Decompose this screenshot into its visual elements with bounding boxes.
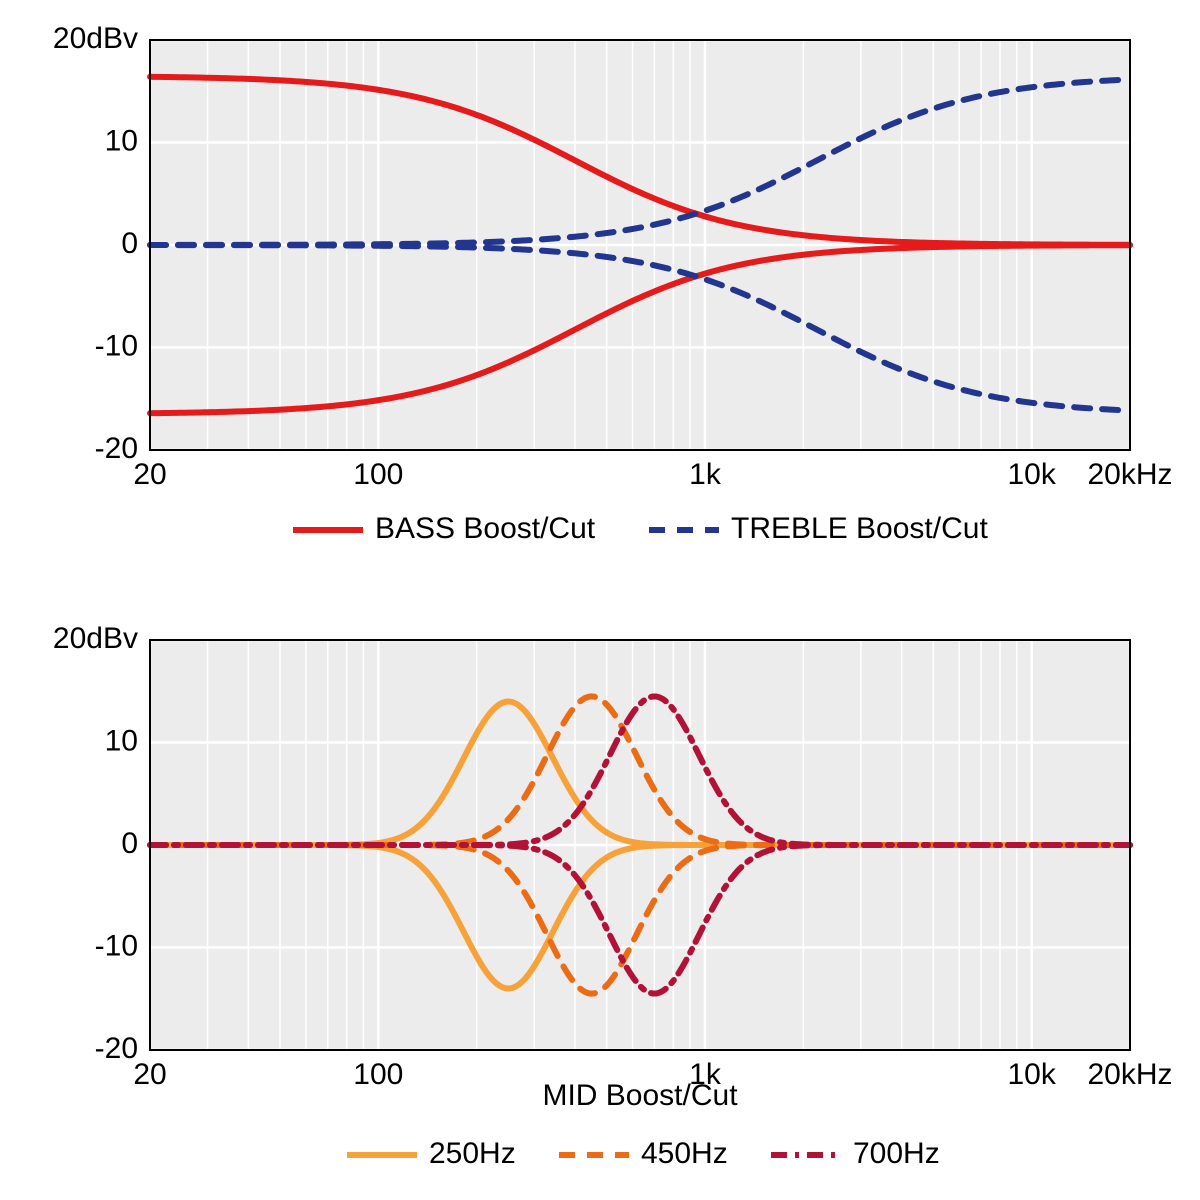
y-tick-label: -10 (95, 929, 138, 962)
x-tick-label: 10k (1007, 458, 1056, 491)
page: -20-1001020dBv201001k10k20kHzBASS Boost/… (0, 0, 1200, 1200)
y-tick-label: -20 (95, 1032, 138, 1065)
legend-label-bass: BASS Boost/Cut (375, 512, 596, 545)
x-tick-label: 20kHz (1087, 1058, 1172, 1091)
x-tick-label: 1k (689, 458, 722, 491)
legend: BASS Boost/Cut TREBLE Boost/Cut (293, 512, 988, 545)
y-tick-label: 0 (121, 227, 138, 260)
legend-label-mid450: 450Hz (641, 1137, 728, 1170)
x-tick-label: 10k (1007, 1058, 1056, 1091)
y-tick-label: 20dBv (53, 622, 138, 655)
chart-group: -20-1001020dBv201001k10k20kHz (53, 622, 1173, 1091)
x-tick-label: 20kHz (1087, 458, 1172, 491)
y-tick-label: 10 (105, 124, 138, 157)
legend-label-mid700: 700Hz (853, 1137, 940, 1170)
chart-subtitle: MID Boost/Cut (542, 1079, 738, 1112)
legend: 250Hz 450Hz 700Hz (347, 1137, 940, 1170)
eq-charts-svg: -20-1001020dBv201001k10k20kHzBASS Boost/… (0, 0, 1200, 1200)
x-tick-label: 20 (133, 458, 166, 491)
y-tick-label: 0 (121, 827, 138, 860)
y-tick-label: 20dBv (53, 22, 138, 55)
y-tick-label: 10 (105, 724, 138, 757)
legend-label-mid250: 250Hz (429, 1137, 516, 1170)
legend-label-treble: TREBLE Boost/Cut (731, 512, 988, 545)
y-tick-label: -20 (95, 432, 138, 465)
y-tick-label: -10 (95, 329, 138, 362)
x-tick-label: 100 (353, 458, 403, 491)
x-tick-label: 100 (353, 1058, 403, 1091)
chart-group: -20 -10 0 10 20dBv 20 100 1k 10k 20kHz (53, 22, 1173, 491)
x-tick-label: 20 (133, 1058, 166, 1091)
